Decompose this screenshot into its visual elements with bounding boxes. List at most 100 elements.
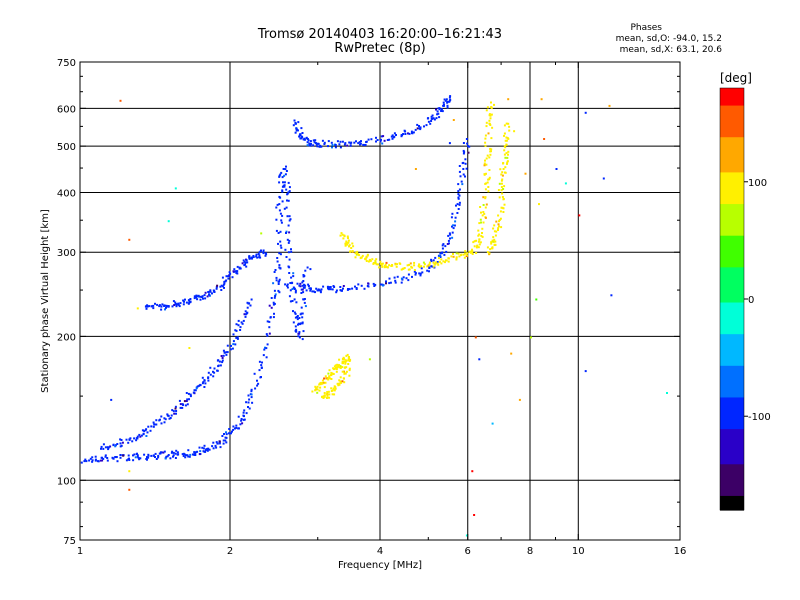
data-point: [323, 392, 326, 394]
data-point: [308, 142, 311, 145]
data-point: [143, 430, 146, 433]
data-point: [204, 297, 207, 300]
data-point: [440, 110, 443, 112]
data-point: [242, 418, 245, 421]
data-point: [231, 430, 233, 433]
data-point: [230, 344, 232, 347]
colorbar-segment: [720, 495, 744, 501]
data-point: [444, 245, 447, 248]
data-point: [199, 450, 202, 453]
data-point: [198, 446, 201, 449]
colorbar-segment: [720, 436, 744, 441]
data-point: [288, 215, 291, 218]
data-point: [247, 406, 249, 408]
data-point: [292, 272, 295, 275]
colorbar-segment: [720, 218, 744, 223]
data-point: [195, 296, 198, 299]
data-point: [391, 137, 394, 140]
data-point: [172, 451, 175, 454]
data-point: [379, 260, 382, 263]
data-point: [279, 244, 282, 247]
data-point: [277, 232, 280, 234]
colorbar-tick-label: 0: [748, 295, 754, 306]
data-point: [224, 439, 227, 442]
data-point: [360, 284, 363, 287]
data-point: [390, 135, 393, 138]
data-point: [243, 313, 246, 316]
data-point: [323, 395, 326, 398]
data-point: [463, 151, 466, 154]
data-point: [328, 393, 331, 396]
data-point: [491, 126, 494, 129]
data-point: [410, 265, 413, 268]
data-point: [403, 267, 406, 269]
data-point: [502, 211, 505, 213]
data-point: [239, 326, 242, 329]
data-point: [193, 297, 196, 300]
data-point: [91, 459, 94, 462]
data-point: [312, 290, 315, 293]
data-point: [297, 322, 300, 325]
data-point: [431, 265, 434, 268]
colorbar-segment: [720, 284, 744, 290]
colorbar-segment: [720, 172, 744, 177]
data-point: [102, 457, 105, 460]
data-point: [152, 454, 155, 457]
colorbar-segment: [720, 492, 744, 497]
data-point: [311, 390, 314, 393]
data-point: [467, 145, 469, 148]
data-point: [262, 249, 265, 252]
data-point: [107, 448, 110, 451]
data-point: [320, 145, 323, 148]
data-point: [488, 169, 491, 171]
data-point: [376, 139, 379, 141]
data-point: [85, 460, 88, 463]
stats-heading: Phases: [630, 23, 662, 33]
data-point: [441, 244, 444, 247]
data-point: [297, 121, 300, 124]
data-point: [96, 460, 99, 463]
data-point: [207, 447, 210, 450]
data-point: [154, 302, 156, 305]
data-point: [215, 446, 218, 449]
data-point: [475, 246, 478, 249]
data-point: [256, 384, 259, 387]
data-point: [339, 380, 342, 383]
data-point: [337, 365, 340, 368]
data-point: [416, 127, 419, 130]
data-point: [232, 428, 235, 431]
data-point: [451, 212, 454, 215]
data-point: [381, 265, 384, 268]
data-point: [245, 401, 248, 404]
colorbar-segment: [720, 249, 744, 254]
data-point: [223, 280, 226, 283]
colorbar-segment: [720, 105, 744, 110]
data-point: [278, 252, 281, 255]
data-point: [292, 310, 294, 313]
data-point: [339, 234, 342, 237]
data-point: [327, 140, 330, 143]
colorbar-segment: [720, 98, 744, 103]
data-point: [317, 142, 320, 145]
data-point: [319, 383, 322, 386]
data-point: [489, 248, 492, 251]
data-point: [349, 358, 352, 361]
data-point: [314, 142, 317, 144]
data-point: [278, 266, 281, 269]
data-point: [166, 413, 169, 416]
data-point: [240, 321, 243, 324]
colorbar-segment: [720, 158, 744, 163]
data-point: [380, 264, 383, 266]
data-point: [262, 251, 265, 254]
data-point: [341, 362, 344, 364]
data-point: [104, 454, 107, 457]
data-point: [285, 188, 288, 191]
data-point: [501, 174, 504, 177]
data-point: [484, 206, 487, 209]
data-point: [119, 438, 122, 441]
data-point: [413, 264, 416, 267]
data-point: [187, 392, 190, 395]
data-point: [285, 170, 288, 172]
data-point: [391, 134, 394, 137]
data-point: [195, 387, 198, 390]
